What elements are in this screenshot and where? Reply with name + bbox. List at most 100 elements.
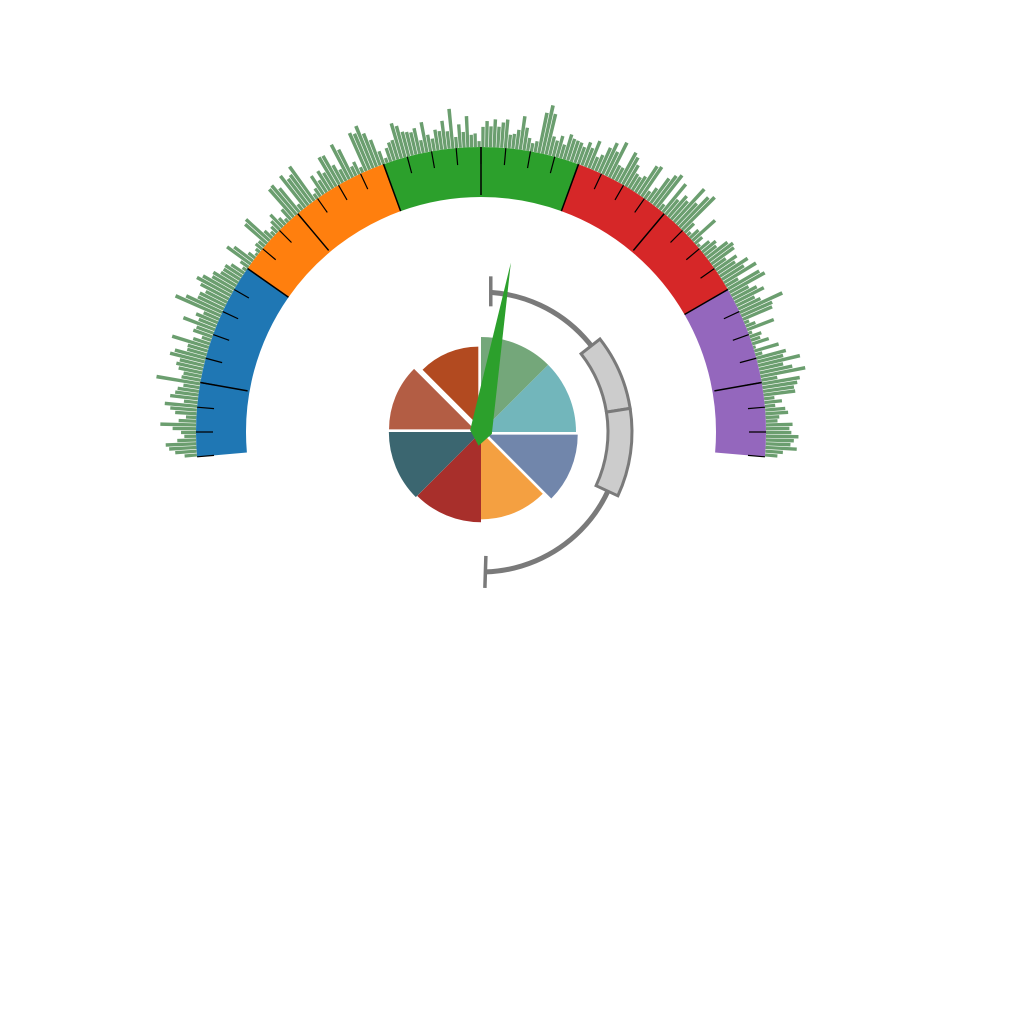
histogram-bar [728,271,766,294]
histogram-bar [751,336,770,346]
histogram-bar [655,174,684,209]
histogram-bar [263,229,274,240]
histogram-bar [750,335,761,342]
histogram-bar [698,240,711,251]
side-arc-indicator [483,276,634,588]
histogram-bar [732,285,758,301]
histogram-bar [652,174,678,207]
histogram-bar [555,135,565,158]
histogram-bar [212,270,238,288]
side-bar-segment [594,406,634,498]
histogram-bar [183,371,202,379]
histogram-bar [583,147,595,168]
histogram-bar [658,203,666,211]
histogram-bar [601,142,619,175]
minor-tick [197,406,215,410]
histogram-bar [576,146,587,165]
histogram-bar [562,134,574,160]
histogram-bar [566,138,577,162]
histogram-bar [270,184,298,216]
histogram-bar [174,294,222,318]
histogram-bar [430,138,436,152]
histogram-bar [177,438,197,443]
histogram-bar [762,380,798,390]
histogram-bar [686,231,692,237]
polar-wedge [422,346,479,426]
histogram-bar [726,269,761,291]
histogram-bar [765,415,780,420]
histogram-bar [337,148,355,179]
histogram-bar [714,254,738,272]
histogram-bar [492,119,498,148]
histogram-bar [740,300,773,318]
histogram-bar [765,434,799,439]
histogram-bar [426,134,433,152]
histogram-bar [765,442,791,447]
histogram-bar [317,179,328,194]
histogram-bar [762,385,795,393]
histogram-bar [174,348,207,360]
histogram-bar [611,164,622,180]
histogram-bar [286,177,310,207]
gauge-band [247,164,401,298]
histogram-bar [174,390,199,397]
histogram-bar [187,343,209,353]
histogram-bar [664,198,680,216]
histogram-bar [765,422,793,427]
histogram-bar [368,139,382,167]
histogram-bar [745,320,756,328]
histogram-bar [352,133,372,171]
histogram-bar [739,291,784,314]
histogram-bar [456,124,462,148]
minor-tick [262,248,277,261]
histogram-bar [192,336,211,346]
minor-tick [526,151,532,169]
polar-wedge [481,432,543,520]
histogram-bar [743,319,750,325]
histogram-bar [316,170,332,192]
side-arc [485,289,624,575]
histogram-bar [160,422,197,427]
histogram-bar [643,190,652,200]
histogram-bar [548,136,557,156]
histogram-bar [185,294,223,314]
histogram-bar [604,151,620,177]
histogram-bar [765,445,797,451]
histogram-bar [349,165,358,177]
histogram-bar [764,403,776,408]
histogram-bar [760,365,806,379]
minor-tick [406,156,413,174]
histogram-bar [752,345,757,350]
histogram-bar [522,127,530,151]
histogram-bar [181,375,202,382]
histogram-bar [165,442,197,447]
histogram-bar [233,245,254,263]
histogram-bar [678,196,710,229]
histogram-bar [757,353,801,368]
histogram-bar [661,183,688,214]
histogram-bar [624,164,640,188]
histogram-bar [708,241,735,263]
histogram-bar [338,168,348,182]
histogram-bar [156,374,201,386]
histogram-bar [688,228,700,240]
histogram-bar [419,121,429,153]
histogram-bar [597,147,613,174]
minor-tick [247,268,262,279]
histogram-bar [753,342,780,353]
histogram-bar [175,361,204,371]
histogram-bar [409,131,418,155]
histogram-bar [587,140,602,169]
histogram-bar [257,240,266,248]
histogram-bar [244,218,271,243]
histogram-bar [437,130,444,150]
histogram-bar [347,132,368,172]
histogram-bar [763,389,796,397]
histogram-bar [573,142,584,164]
histogram-bar [394,125,407,158]
histogram-bar [186,347,208,357]
histogram-bar [277,217,287,226]
histogram-bar [419,139,425,154]
histogram-bar [722,261,757,285]
histogram-bar [473,133,477,148]
